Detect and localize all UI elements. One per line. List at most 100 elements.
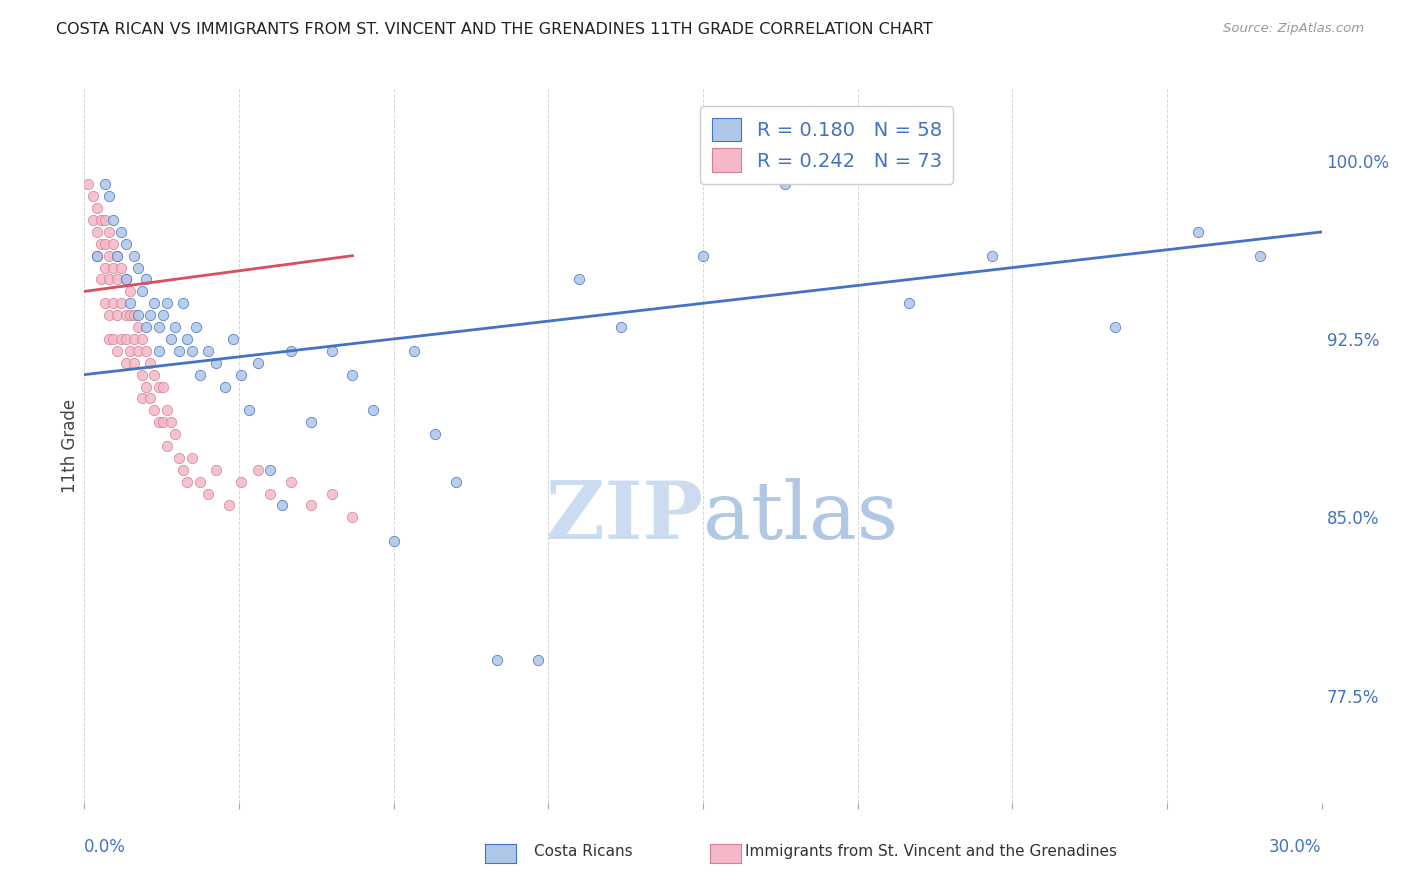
Point <box>118 296 141 310</box>
Point <box>127 320 149 334</box>
Point <box>94 236 117 251</box>
Point <box>167 343 190 358</box>
Point <box>135 272 157 286</box>
Point <box>197 343 219 358</box>
Point <box>86 249 108 263</box>
Point <box>214 379 236 393</box>
Point <box>172 296 194 310</box>
Point <box>110 332 132 346</box>
Point <box>156 439 179 453</box>
Point <box>148 320 170 334</box>
Point <box>98 272 121 286</box>
Point <box>143 368 166 382</box>
Point <box>205 463 228 477</box>
Point <box>114 308 136 322</box>
Point <box>342 368 364 382</box>
Point <box>90 272 112 286</box>
Point <box>1104 320 1126 334</box>
Point <box>180 343 202 358</box>
Point <box>90 236 112 251</box>
Point <box>172 463 194 477</box>
Point <box>98 189 121 203</box>
Point <box>160 332 183 346</box>
Point <box>131 368 153 382</box>
Y-axis label: 11th Grade: 11th Grade <box>60 399 79 493</box>
Point <box>131 285 153 299</box>
Text: Costa Ricans: Costa Ricans <box>534 845 633 859</box>
Point <box>86 225 108 239</box>
Point <box>229 475 252 489</box>
Point <box>321 486 343 500</box>
Point <box>114 272 136 286</box>
Point <box>127 343 149 358</box>
Point <box>122 308 145 322</box>
Point <box>94 260 117 275</box>
Point <box>1187 225 1209 239</box>
Point <box>103 296 125 310</box>
Point <box>167 450 190 465</box>
Point <box>1249 249 1271 263</box>
Point <box>229 368 252 382</box>
Point <box>148 415 170 429</box>
Point <box>82 189 104 203</box>
Point <box>86 201 108 215</box>
Point <box>165 320 187 334</box>
Point <box>77 178 100 192</box>
Point <box>122 356 145 370</box>
Point <box>82 213 104 227</box>
Point <box>176 332 198 346</box>
Point <box>139 308 162 322</box>
Point <box>105 249 128 263</box>
Point <box>135 379 157 393</box>
Point <box>94 178 117 192</box>
Point <box>222 332 245 346</box>
Point <box>271 499 294 513</box>
Point <box>280 475 302 489</box>
Point <box>135 320 157 334</box>
Point <box>342 510 364 524</box>
Point <box>321 343 343 358</box>
Point <box>122 332 145 346</box>
Point <box>299 499 322 513</box>
Point <box>568 272 591 286</box>
Point <box>98 249 121 263</box>
Point <box>775 178 797 192</box>
Point <box>114 272 136 286</box>
Point <box>197 486 219 500</box>
Point <box>160 415 183 429</box>
Text: ZIP: ZIP <box>546 478 703 557</box>
Point <box>609 320 631 334</box>
Point <box>246 356 269 370</box>
Point <box>103 213 125 227</box>
Point <box>238 403 260 417</box>
Point <box>527 653 550 667</box>
Point <box>103 260 125 275</box>
Point <box>148 379 170 393</box>
Point <box>110 296 132 310</box>
Legend: R = 0.180   N = 58, R = 0.242   N = 73: R = 0.180 N = 58, R = 0.242 N = 73 <box>700 106 953 184</box>
Point <box>361 403 384 417</box>
Point <box>94 213 117 227</box>
Point <box>110 225 132 239</box>
Point <box>98 332 121 346</box>
Point <box>127 308 149 322</box>
Point <box>86 249 108 263</box>
Point <box>148 343 170 358</box>
Point <box>103 236 125 251</box>
Point <box>90 213 112 227</box>
Point <box>188 475 211 489</box>
Point <box>205 356 228 370</box>
Point <box>143 296 166 310</box>
Point <box>114 356 136 370</box>
Point <box>131 392 153 406</box>
Point <box>165 427 187 442</box>
Text: 0.0%: 0.0% <box>84 838 127 856</box>
Point <box>98 308 121 322</box>
Point <box>156 296 179 310</box>
Point <box>114 236 136 251</box>
Point <box>692 249 714 263</box>
Point <box>110 260 132 275</box>
Point <box>135 343 157 358</box>
Point <box>898 296 921 310</box>
Point <box>105 249 128 263</box>
